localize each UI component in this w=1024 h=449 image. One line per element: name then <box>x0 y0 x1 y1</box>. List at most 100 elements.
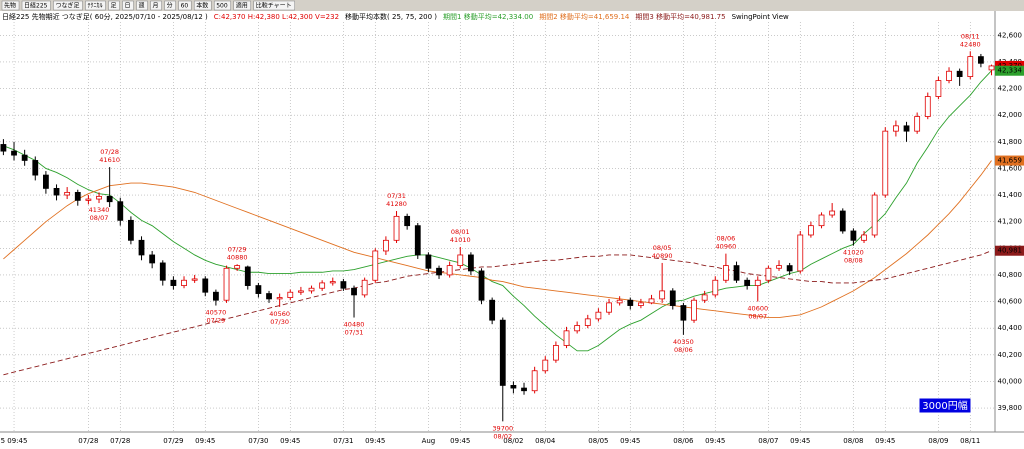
moving-average <box>3 250 992 376</box>
toolbar-button[interactable] <box>213 0 231 11</box>
candle-body <box>499 319 506 386</box>
candle-body <box>478 270 485 301</box>
y-tick-label: 41,800 <box>998 138 1023 146</box>
candle-body <box>871 194 878 236</box>
candle-body <box>489 299 496 321</box>
candle-body <box>85 198 92 201</box>
toolbar-button[interactable] <box>1 0 20 11</box>
y-tick-label: 40,200 <box>998 351 1023 359</box>
toolbar-button[interactable] <box>85 0 106 11</box>
candle-body <box>723 265 729 281</box>
swing-date: 08/07 <box>748 313 767 321</box>
candle-body <box>542 359 549 372</box>
candle-body <box>839 210 846 232</box>
candle-body <box>159 262 166 281</box>
candle-body <box>64 191 71 196</box>
swing-date: 08/11 <box>961 32 980 40</box>
x-tick-label: 08/05 <box>588 437 608 445</box>
candle-body <box>978 56 984 64</box>
x-tick-label: 07/31 <box>333 437 353 445</box>
candle-body <box>574 325 581 332</box>
swing-price: 40890 <box>652 252 673 260</box>
candle-body <box>181 279 187 286</box>
swing-date: 07/31 <box>345 329 364 337</box>
x-tick-label: 08/11 <box>960 437 980 445</box>
candle-body <box>553 345 559 361</box>
candle-body <box>754 279 761 286</box>
swing-date: 08/06 <box>674 346 693 354</box>
candle-body <box>946 70 952 81</box>
candle-body <box>744 279 751 286</box>
candle-body <box>818 214 825 227</box>
swing-date: 07/29 <box>207 317 226 325</box>
toolbar-button[interactable] <box>164 0 176 11</box>
candle-body <box>882 130 889 196</box>
toolbar-button[interactable] <box>150 0 162 11</box>
x-tick-label: 07/30 <box>248 437 268 445</box>
swing-date: 08/05 <box>653 244 672 252</box>
candle-body <box>914 116 921 132</box>
candle-body <box>21 154 28 161</box>
candle-body <box>393 215 400 241</box>
candle-body <box>606 302 612 313</box>
toolbar-label: 日 <box>125 3 131 10</box>
candle-body <box>191 278 198 281</box>
candle-body <box>712 279 719 296</box>
x-tick-label: 08/04 <box>535 437 556 445</box>
toolbar-button[interactable] <box>136 0 148 11</box>
info-text: 期間3 移動平均=40,981.75 <box>635 12 725 21</box>
candle-body <box>404 215 411 227</box>
toolbar-label: 60 <box>181 3 189 10</box>
swing-price: 40600 <box>747 305 768 313</box>
swing-price: 42480 <box>960 40 981 48</box>
candle-body <box>584 318 591 326</box>
info-text: SwingPoint View <box>732 13 789 21</box>
candle-body <box>669 290 676 306</box>
toolbar-button[interactable] <box>21 0 51 11</box>
swing-date: 08/01 <box>451 228 470 236</box>
candle-body <box>776 265 782 269</box>
toolbar-button[interactable] <box>53 0 83 11</box>
toolbar-button[interactable] <box>178 0 192 11</box>
candle-body <box>266 293 272 300</box>
info-text: 移動平均本数( 25, 75, 200 ) <box>345 12 437 21</box>
candle-body <box>659 290 666 300</box>
candle-body <box>223 267 230 301</box>
candle-body <box>691 299 697 321</box>
candle-body <box>96 195 102 200</box>
candle-body <box>276 297 283 300</box>
toolbar-button[interactable] <box>108 0 120 11</box>
toolbar-button[interactable] <box>233 0 251 11</box>
x-tick-label: 08/07 <box>758 437 778 445</box>
toolbar-label: 比較チャート <box>256 2 292 10</box>
y-tick-label: 41,200 <box>998 218 1023 226</box>
chart-title: 日経225 先物期近 つなぎ足( 60分, 2025/07/10 - 2025/… <box>2 12 208 21</box>
candle-body <box>425 254 432 269</box>
toolbar-label: 週 <box>139 2 145 10</box>
swing-date: 07/29 <box>228 245 247 253</box>
toolbar-button[interactable] <box>253 0 295 11</box>
price-marker-label: 41,659 <box>998 157 1023 165</box>
swing-date: 07/28 <box>100 148 119 156</box>
candle-body <box>808 225 814 236</box>
y-tick-label: 40,800 <box>998 271 1023 279</box>
candle-body <box>956 70 963 77</box>
x-tick-label: 09:45 <box>365 437 385 445</box>
swing-price: 41340 <box>89 206 110 214</box>
candle-body <box>287 291 294 298</box>
swing-price: 41010 <box>450 236 471 244</box>
y-tick-label: 41,600 <box>998 164 1023 172</box>
candle-body <box>829 210 836 216</box>
price-marker <box>995 245 1024 256</box>
candle-body <box>521 387 527 392</box>
toolbar-button[interactable] <box>193 0 212 11</box>
x-tick-label: Aug <box>422 437 436 445</box>
info-text: C:42,370 H:42,380 L:42,300 V=232 <box>214 13 339 21</box>
candle-body <box>43 174 49 189</box>
y-tick-label: 39,800 <box>998 404 1023 412</box>
toolbar-button[interactable] <box>122 0 134 11</box>
swing-date: 08/06 <box>717 235 736 243</box>
swing-date: 07/31 <box>387 192 406 200</box>
candle-body <box>53 187 60 196</box>
candle-body <box>967 56 974 77</box>
